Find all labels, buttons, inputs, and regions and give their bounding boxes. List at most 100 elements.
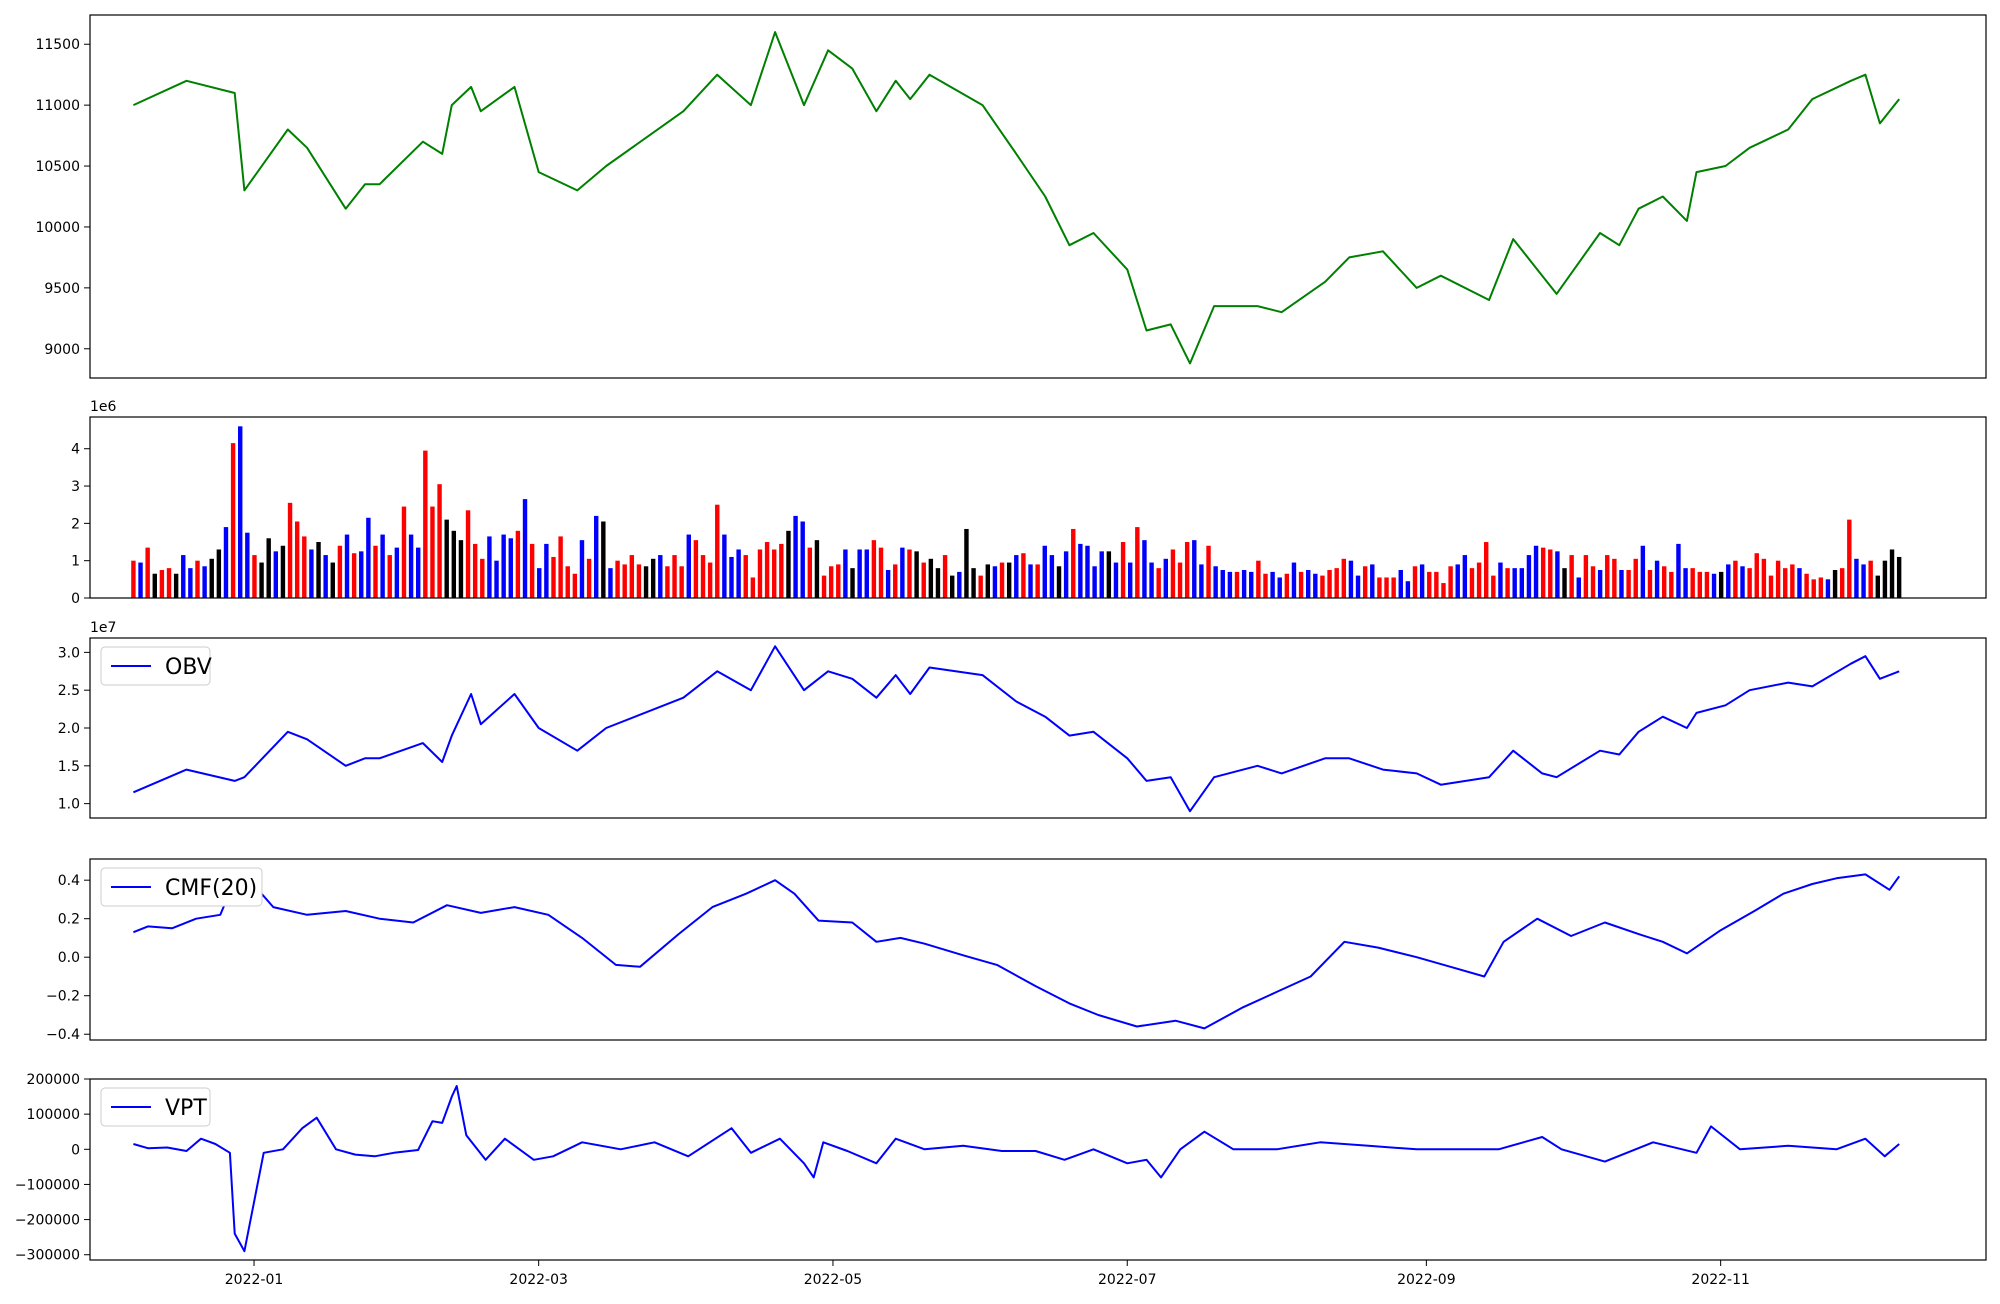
volume-bar [643,566,649,598]
volume-bar [145,547,150,598]
volume-bar [444,519,449,598]
price-ytick-label: 10000 [35,220,80,236]
volume-bar [1605,555,1610,598]
volume-bar [1192,540,1197,598]
volume-bar [451,530,457,598]
volume-bar [1597,570,1603,598]
volume-bar [565,566,570,598]
volume-bar [515,530,521,598]
volume-axes-frame [89,416,1987,599]
x-tick-label: 2022-07 [1098,1272,1157,1288]
volume-bar [914,551,919,598]
legend-box [100,867,263,907]
cmf-series-line [133,867,1901,1030]
volume-bar [957,571,962,598]
volume-bar [1711,573,1717,598]
volume-bar [1419,564,1425,598]
vpt-axes-frame [89,1078,1987,1261]
volume-bar [259,562,264,598]
volume-bar [1362,566,1368,598]
volume-bar [736,549,741,598]
volume-bar [366,517,371,598]
volume-bar [1320,575,1325,598]
volume-bar [1512,568,1517,598]
volume-bar [722,534,727,598]
volume-bar [1398,570,1403,598]
volume-bar [1234,571,1240,598]
volume-bar [1434,571,1439,598]
volume-bar [1063,551,1069,598]
volume-bar [1704,571,1710,598]
volume-bar [202,566,207,598]
volume-bar [1854,558,1859,598]
volume-bar [1085,545,1090,598]
volume-bar [1555,551,1560,598]
volume-bar [978,575,983,598]
volume-bar [302,536,307,598]
cmf-panel: −0.4 −0.2 0.0 0.2 0.4 CMF(20) [46,858,1987,1043]
volume-bar [950,575,955,598]
volume-bar [700,555,706,598]
volume-bar [836,564,841,598]
volume-bar [330,562,335,598]
volume-bar [1548,549,1553,598]
volume-bar [1391,577,1396,598]
volume-bar [1128,562,1133,598]
volume-bar [252,555,257,598]
volume-bar [985,564,991,598]
volume-bar [494,560,499,598]
volume-bar [1469,568,1475,598]
volume-bar [1270,571,1275,598]
volume-bar [1533,545,1539,598]
cmf-ytick-label: −0.2 [46,989,80,1005]
volume-offset-text: 1e6 [90,399,117,415]
volume-bar [1726,564,1731,598]
volume-bar [323,555,328,598]
volume-bar [1619,570,1624,598]
volume-bar [793,515,798,598]
volume-bar [152,573,157,598]
vpt-panel: −300000 −200000 −100000 0 100000 200000 VPT 202… [15,1072,1987,1288]
volume-bar [1455,564,1460,598]
volume-bar [245,532,250,598]
volume-bar [636,564,642,598]
volume-bar [1427,571,1432,598]
volume-bar [743,555,748,598]
volume-bar [294,521,300,598]
volume-bar [373,545,378,598]
volume-bar [1078,543,1083,598]
volume-bar [1241,570,1247,598]
volume-ytick-label: 3 [71,479,80,495]
volume-bar [814,540,820,598]
volume-bar [1014,555,1019,598]
volume-bar [935,568,941,598]
vpt-ytick-label: 100000 [27,1107,80,1123]
volume-bar [1327,570,1332,598]
volume-bar [195,560,200,598]
volume-bar [586,558,592,598]
volume-bar [1099,551,1104,598]
price-ytick-label: 9500 [44,281,80,297]
cmf-ytick-label: 0.4 [58,873,80,889]
volume-bar [1220,570,1225,598]
volume-bar [1348,560,1354,598]
volume-bar [885,570,891,598]
volume-bar [408,534,414,598]
volume-bar [1540,547,1546,598]
volume-bar [1697,571,1703,598]
volume-bar [764,542,770,598]
volume-bar [686,534,691,598]
volume-bar [1142,540,1147,598]
volume-bar [665,566,670,598]
volume-bar [1889,549,1895,598]
volume-bar [1163,558,1169,598]
volume-bar [1498,562,1503,598]
volume-bar [1170,549,1176,598]
volume-bar [629,555,635,598]
volume-bar [658,555,663,598]
volume-bar [1562,568,1567,598]
volume-bar [1291,562,1297,598]
volume-bar [1861,564,1866,598]
volume-bar [864,549,869,598]
volume-bar [1733,560,1738,598]
